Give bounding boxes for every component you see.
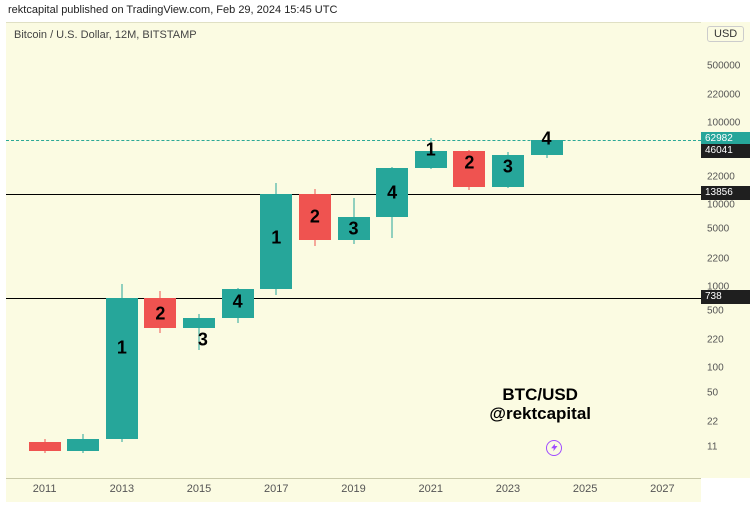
x-tick: 2017 — [264, 483, 288, 495]
y-tick: 22000 — [707, 171, 735, 182]
x-tick: 2021 — [418, 483, 442, 495]
y-tick: 50 — [707, 387, 718, 398]
cycle-label: 3 — [198, 329, 208, 350]
plot-layer: 1 2 3 4 1 2 3 4 1 2 3 4 — [6, 23, 701, 479]
bolt-icon — [546, 440, 562, 456]
y-tick: 10000 — [707, 199, 735, 210]
y-tick: 2200 — [707, 253, 729, 264]
y-tick: 22 — [707, 417, 718, 428]
y-tick: 220 — [707, 335, 724, 346]
x-tick: 2025 — [573, 483, 597, 495]
cycle-label: 2 — [155, 303, 165, 324]
watermark-handle: @rektcapital — [489, 404, 591, 424]
attribution-line: rektcapital published on TradingView.com… — [8, 4, 337, 16]
candle-body — [106, 298, 138, 439]
y-tick: 11 — [707, 441, 717, 452]
candle-body — [67, 439, 99, 451]
y-tick: 500 — [707, 306, 724, 317]
cycle-label: 2 — [310, 207, 320, 228]
y-price-label: 738 — [701, 290, 750, 304]
currency-badge[interactable]: USD — [707, 26, 744, 42]
y-axis: USD 500000 220000 100000 22000 10000 5000 2200… — [701, 22, 750, 478]
cycle-label: 2 — [464, 153, 474, 174]
cycle-label: 3 — [503, 156, 513, 177]
cycle-label: 4 — [387, 182, 397, 203]
y-tick: 100 — [707, 363, 724, 374]
x-tick: 2013 — [110, 483, 134, 495]
horizontal-line — [6, 194, 701, 195]
y-tick: 100000 — [707, 118, 740, 129]
y-tick: 5000 — [707, 224, 729, 235]
x-tick: 2027 — [650, 483, 674, 495]
cycle-label: 4 — [542, 129, 552, 150]
cycle-label: 1 — [271, 228, 281, 249]
y-tick: 220000 — [707, 90, 740, 101]
y-tick: 500000 — [707, 60, 740, 71]
candle-body — [183, 318, 215, 328]
cycle-label: 1 — [426, 140, 436, 161]
x-tick: 2015 — [187, 483, 211, 495]
x-tick: 2011 — [33, 483, 57, 495]
watermark-pair: BTC/USD — [489, 385, 591, 405]
cycle-label: 1 — [117, 338, 127, 359]
x-tick: 2019 — [341, 483, 365, 495]
y-price-label: 46041 — [701, 144, 750, 158]
cycle-label: 4 — [233, 292, 243, 313]
x-tick: 2023 — [496, 483, 520, 495]
horizontal-line — [6, 140, 701, 141]
x-axis: 2011 2013 2015 2017 2019 2021 2023 2025 2027 — [6, 478, 701, 502]
candle-body — [29, 442, 61, 451]
watermark: BTC/USD @rektcapital — [489, 385, 591, 424]
cycle-label: 3 — [348, 219, 358, 240]
chart-area: Bitcoin / U.S. Dollar, 12M, BITSTAMP 123… — [6, 22, 701, 478]
y-price-label: 13856 — [701, 186, 750, 200]
